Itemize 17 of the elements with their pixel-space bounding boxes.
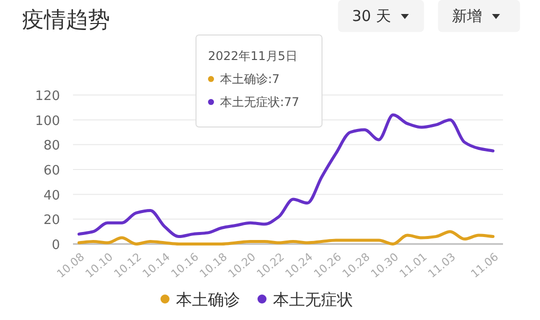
y-tick-label: 60 (43, 164, 60, 178)
y-tick-label: 20 (43, 213, 60, 228)
legend-label: 本土无症状 (273, 290, 353, 309)
text: 2022年11月5日 (208, 49, 298, 63)
annotation: 本土无症状:77 (220, 95, 300, 109)
y-tick-label: 40 (43, 188, 60, 204)
text: 本土确诊:7 (220, 72, 280, 86)
y-tick-label: 0 (52, 238, 60, 253)
text: 30 天 (352, 7, 391, 25)
legend-label: 本土确诊 (176, 290, 240, 309)
line-series (78, 230, 494, 246)
y-tick-label: 80 (43, 138, 60, 154)
y-tick-label: 100 (35, 114, 60, 129)
y-tick-label: 120 (35, 89, 60, 104)
text: 新增 (452, 7, 482, 25)
chart-title: 疫情趋势 (22, 8, 110, 33)
line-series (78, 113, 494, 238)
